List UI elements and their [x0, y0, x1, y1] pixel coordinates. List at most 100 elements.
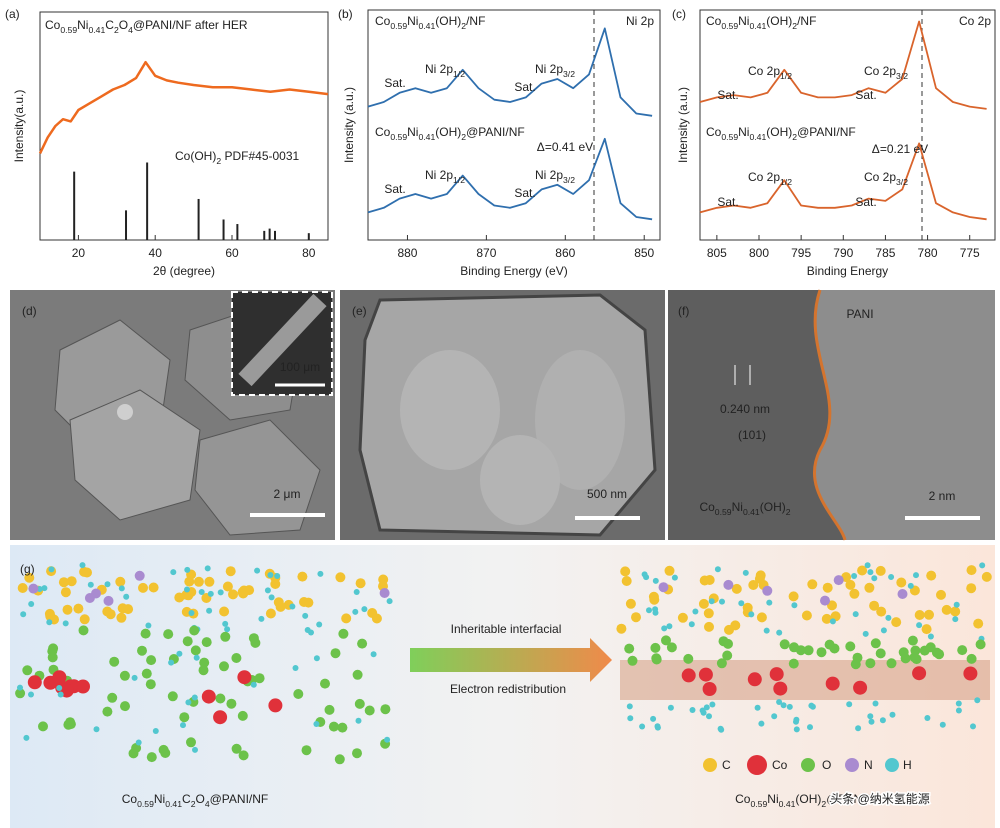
atom — [297, 571, 308, 582]
atom — [313, 655, 320, 662]
atom — [652, 609, 659, 616]
atom — [625, 598, 636, 609]
atom — [738, 600, 745, 607]
atom — [268, 698, 283, 713]
atom — [370, 651, 377, 658]
x-tick-label: 775 — [960, 246, 980, 260]
atom — [864, 562, 871, 569]
atom — [966, 653, 977, 664]
atom — [137, 645, 147, 656]
atom — [912, 666, 927, 681]
atom — [966, 565, 977, 576]
atom — [716, 658, 727, 669]
atom — [76, 679, 90, 694]
atom — [966, 583, 977, 594]
atom — [62, 620, 69, 627]
labels: (a)2θ (degree)Intensity(a.u.)20 40 60 80Co0… — [5, 7, 991, 809]
atom — [204, 576, 215, 587]
atom — [190, 645, 201, 656]
atom — [117, 603, 128, 614]
atom — [38, 721, 48, 732]
atom — [180, 722, 186, 729]
atom — [649, 594, 660, 605]
atom — [658, 582, 669, 593]
atom — [671, 574, 678, 581]
atom — [762, 585, 773, 596]
atom — [919, 645, 930, 656]
y-axis-label: Intensity(a.u.) — [12, 90, 26, 163]
atom — [626, 703, 633, 710]
atom — [15, 688, 26, 699]
legend-swatch — [885, 758, 899, 772]
atom — [102, 706, 113, 717]
series-label: Co0.59Ni0.41(OH)2/NF — [706, 14, 816, 31]
atom — [238, 750, 249, 761]
atom — [666, 623, 673, 630]
annotation: Co 2p1/2 — [748, 64, 792, 81]
atom — [254, 673, 265, 684]
atom — [748, 580, 759, 590]
atom — [793, 726, 800, 733]
atom — [722, 650, 733, 661]
atom — [888, 574, 895, 580]
atom — [78, 625, 89, 636]
scale-bar: 2 nm — [929, 489, 956, 503]
atom — [134, 570, 145, 581]
atom — [661, 635, 671, 646]
atom — [698, 598, 709, 609]
atom — [116, 612, 127, 623]
atom — [268, 594, 275, 601]
annotation: Sat. — [855, 195, 876, 209]
scale-bar: 2 μm — [274, 487, 301, 501]
atom — [107, 692, 118, 703]
watermark: 头条 @纳米氢能源 — [830, 791, 930, 806]
atom — [384, 736, 391, 743]
plot-frame — [39, 11, 329, 241]
atom — [131, 674, 138, 681]
atom — [355, 578, 366, 589]
atom — [867, 569, 874, 576]
atom — [364, 705, 375, 716]
atom — [773, 681, 788, 696]
x-axis-label: 2θ (degree) — [153, 264, 215, 278]
atom — [186, 737, 196, 748]
atom — [714, 566, 721, 573]
legend-label: C — [722, 758, 731, 772]
atom — [292, 665, 299, 671]
annotation: Ni 2p1/2 — [425, 168, 465, 185]
panel: (e) — [352, 304, 367, 318]
annotation: Δ=0.41 eV — [537, 140, 593, 154]
atom — [41, 585, 48, 592]
atom — [355, 717, 362, 724]
atom — [939, 721, 946, 728]
atom — [886, 658, 897, 669]
atom — [846, 701, 853, 708]
atom — [299, 597, 309, 607]
atom — [754, 573, 765, 584]
atom — [780, 702, 787, 709]
atom — [354, 698, 365, 709]
atom — [222, 581, 233, 592]
atom — [146, 655, 157, 666]
legend-swatch — [801, 758, 815, 772]
atom — [123, 593, 130, 600]
atom — [60, 587, 71, 598]
atom — [793, 716, 800, 723]
atom — [788, 591, 799, 602]
atom — [47, 652, 58, 663]
atom — [135, 739, 142, 746]
annotation: Ni 2p3/2 — [535, 168, 575, 185]
annotation: Sat. — [717, 195, 738, 209]
atom — [189, 625, 200, 636]
atom — [184, 566, 191, 573]
atom — [224, 626, 231, 633]
atom — [849, 588, 860, 599]
image-annotation: (101) — [738, 428, 766, 442]
atom — [118, 585, 125, 592]
atom — [87, 581, 94, 588]
atom — [852, 652, 863, 663]
spectrum-line — [367, 27, 653, 117]
legend-label: Co — [772, 758, 788, 772]
atom — [73, 603, 84, 614]
atom — [353, 589, 360, 595]
